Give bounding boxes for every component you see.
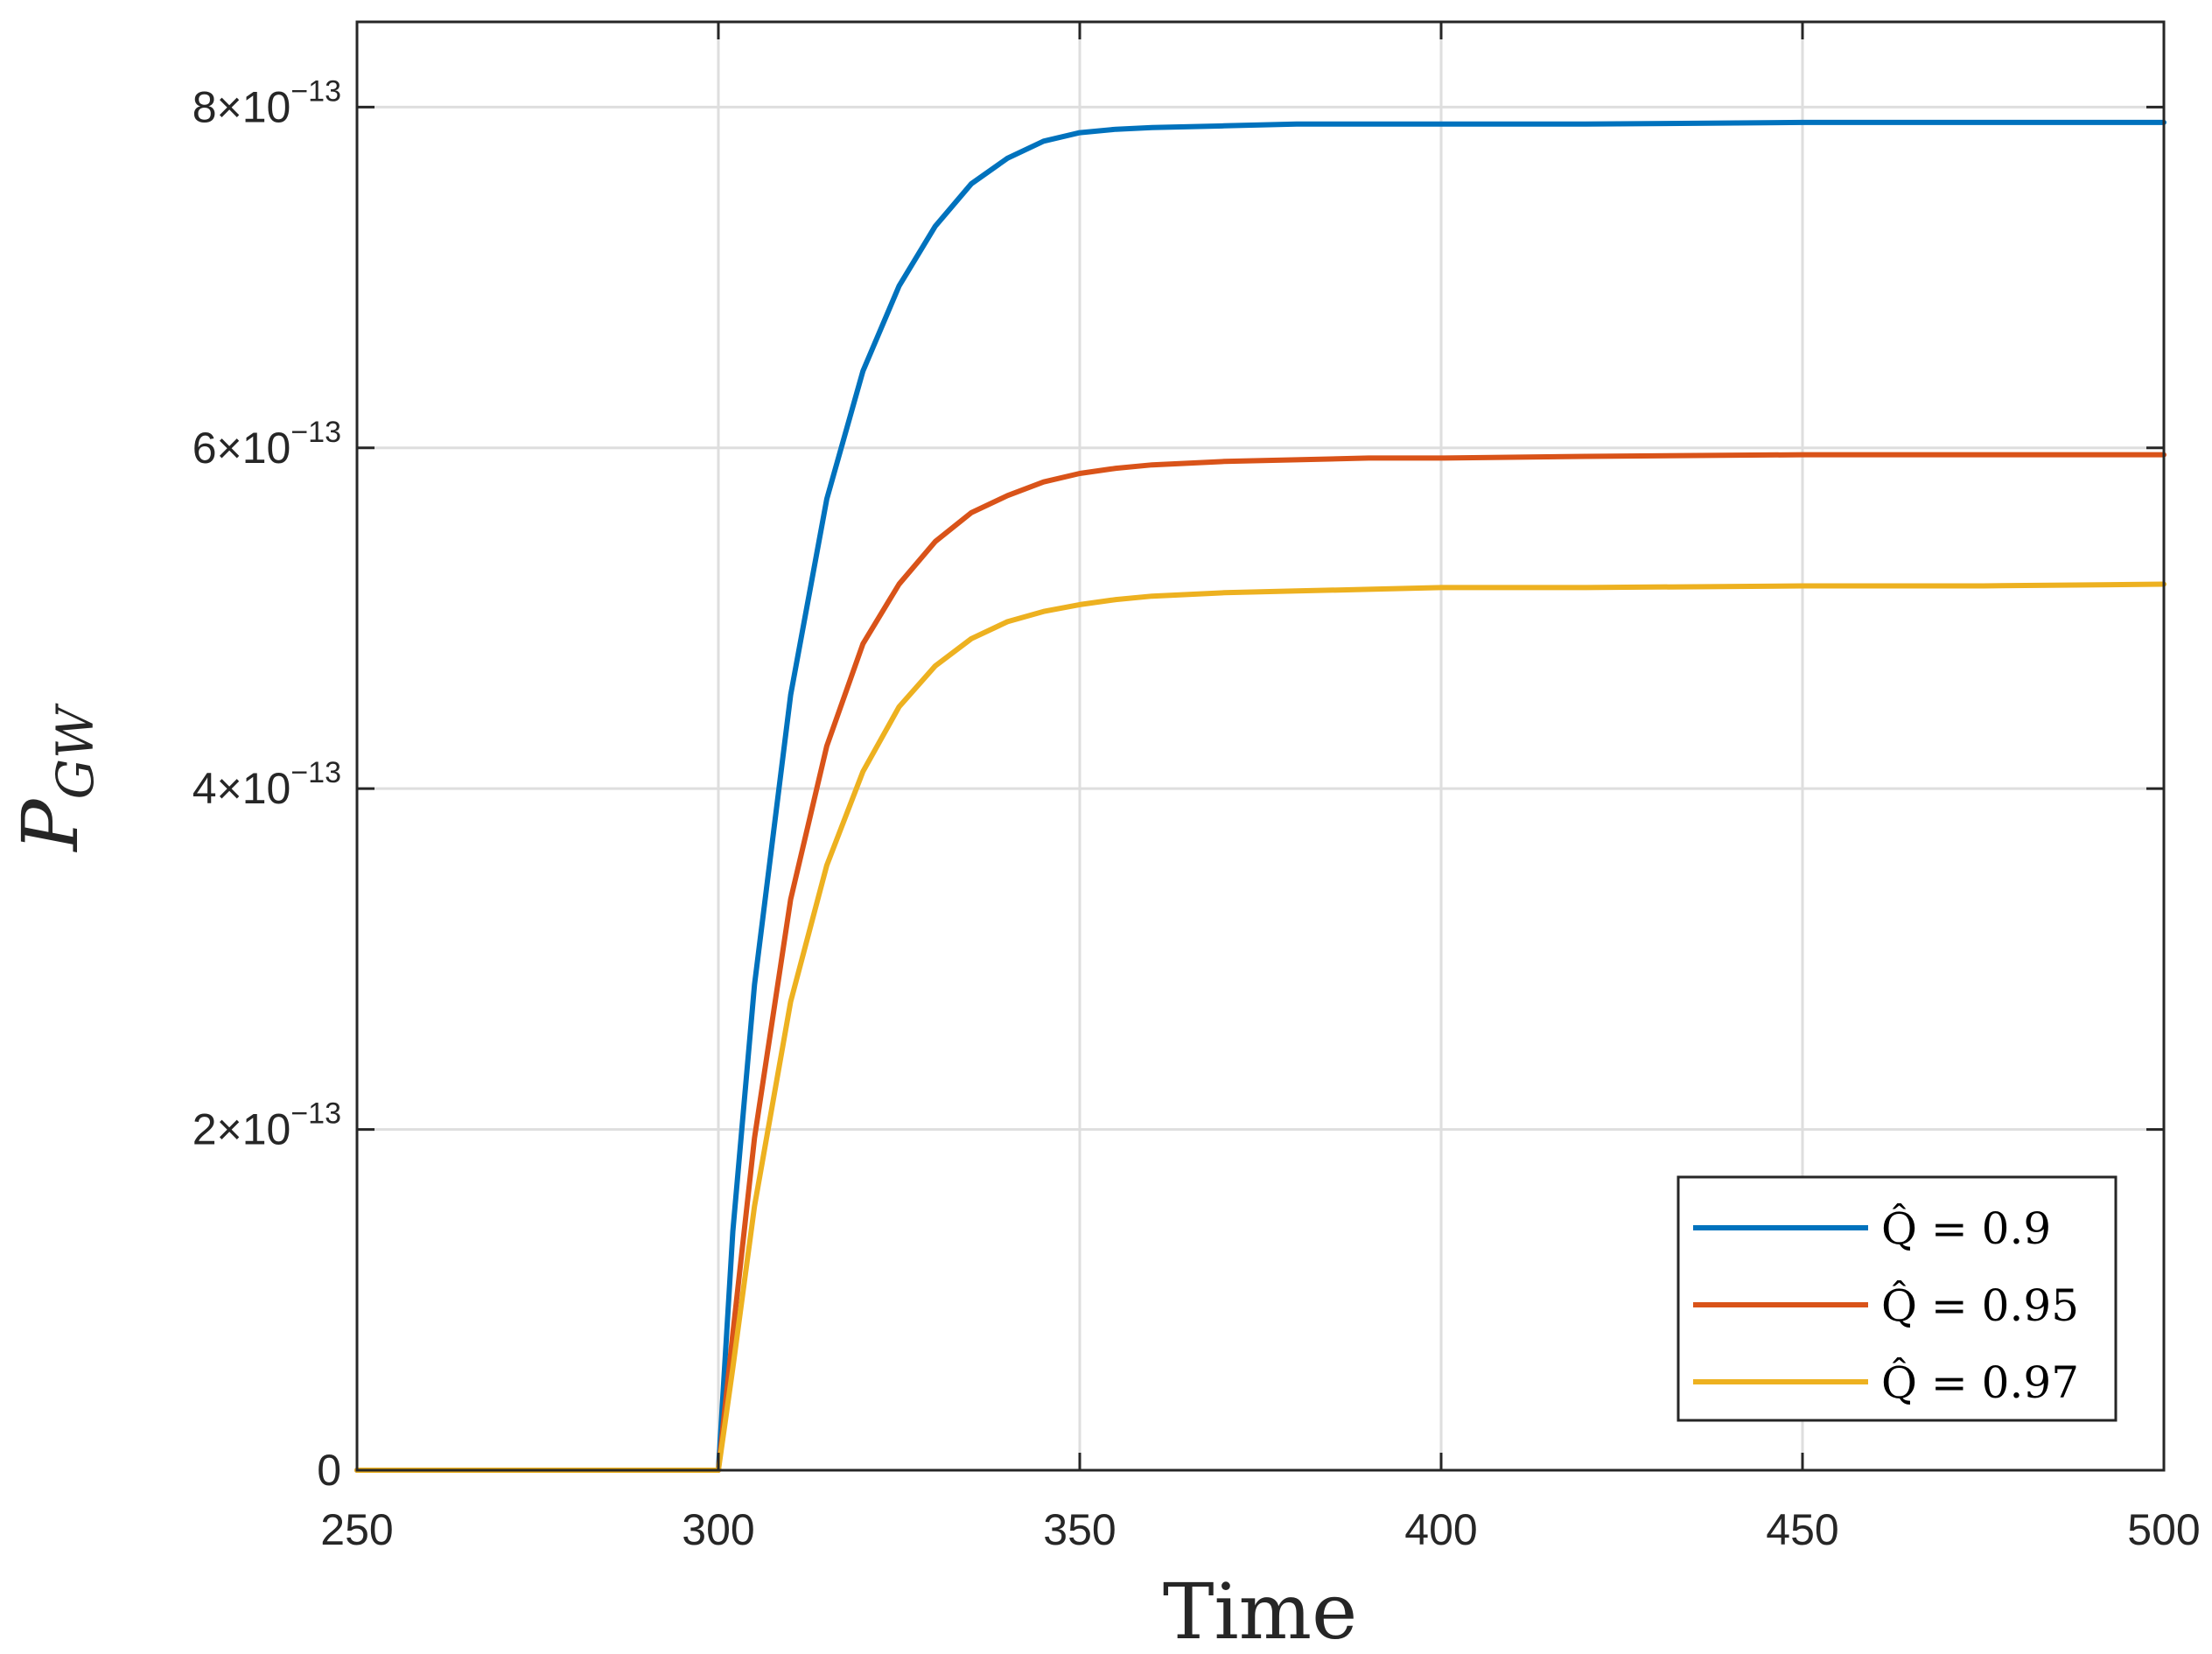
x-tick-label: 500 — [2127, 1505, 2200, 1554]
x-tick-label: 450 — [1766, 1505, 1838, 1554]
x-tick-label: 250 — [320, 1505, 393, 1554]
y-tick-label: 8×10−13 — [192, 74, 341, 131]
series-line — [354, 119, 2166, 1473]
y-axis-title: PGW — [5, 703, 105, 853]
y-axis-title-subscript: GW — [46, 703, 105, 799]
x-tick-label: 400 — [1404, 1505, 1477, 1554]
legend-label: Q̂ = 0.95 — [1881, 1279, 2079, 1331]
legend: Q̂ = 0.9 Q̂ = 0.95 Q̂ = 0.97 — [1676, 1175, 2118, 1422]
y-tick-label: 6×10−13 — [192, 416, 341, 473]
series-line — [354, 581, 2166, 1473]
axes-box — [355, 20, 2166, 1472]
legend-label: Q̂ = 0.97 — [1881, 1356, 2079, 1408]
x-tick-label: 300 — [682, 1505, 754, 1554]
x-tick-label: 350 — [1043, 1505, 1116, 1554]
y-axis-title-base: P — [5, 798, 95, 853]
ticks — [355, 22, 2166, 1472]
legend-label: Q̂ = 0.9 — [1881, 1202, 2051, 1254]
series-layer — [354, 119, 2166, 1473]
y-tick-label: 4×10−13 — [192, 756, 341, 813]
series-line — [354, 452, 2166, 1473]
y-tick-label: 2×10−13 — [192, 1097, 341, 1154]
x-axis-title: Time — [1163, 1566, 1357, 1654]
y-tick-labels: 0 2×10−13 4×10−13 6×10−13 8×10−13 — [192, 74, 341, 1495]
x-tick-labels: 250 300 350 400 450 500 — [320, 1505, 2200, 1554]
y-tick-label: 0 — [317, 1446, 341, 1495]
grid — [357, 22, 2164, 1470]
